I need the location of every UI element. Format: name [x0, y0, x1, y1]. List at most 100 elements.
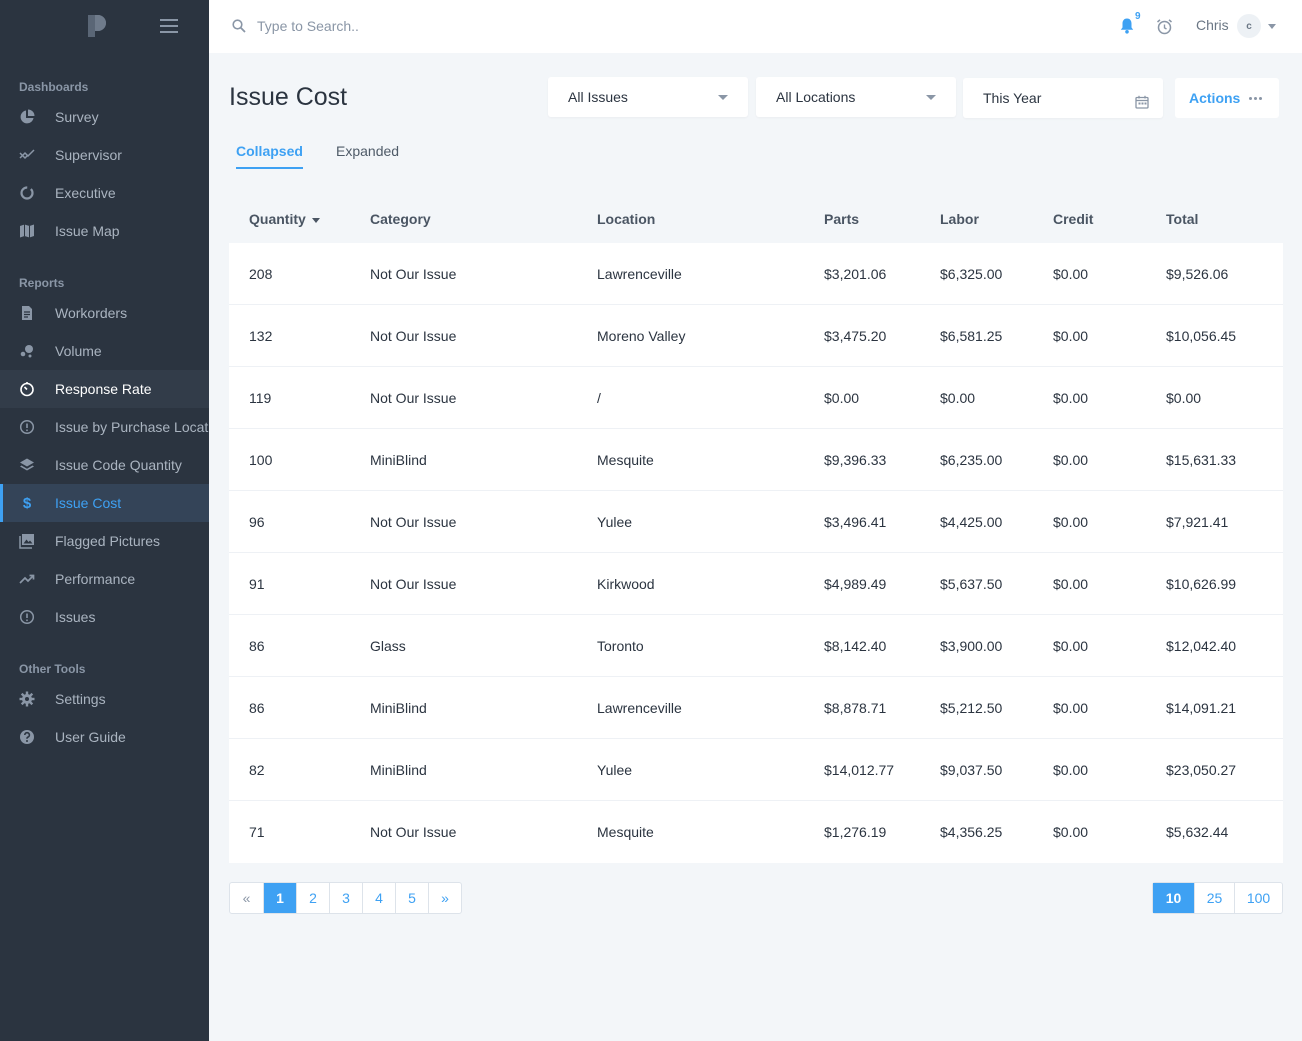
tab-expanded[interactable]: Expanded	[336, 143, 400, 159]
user-name[interactable]: Chris	[1196, 17, 1229, 33]
logo-icon[interactable]	[86, 13, 106, 39]
issues-filter-dropdown[interactable]: All Issues	[548, 77, 748, 117]
cell-credit: $0.00	[1053, 700, 1089, 716]
column-header-total[interactable]: Total	[1166, 211, 1199, 227]
cell-labor: $6,235.00	[940, 452, 1003, 468]
sidebar-item-flagged-pictures[interactable]: Flagged Pictures	[0, 522, 209, 560]
table-row[interactable]: 91 Not Our Issue Kirkwood $4,989.49 $5,637.5…	[229, 553, 1283, 615]
pagination-page-1[interactable]: 1	[263, 883, 296, 913]
document-icon	[19, 305, 35, 321]
table-row[interactable]: 119 Not Our Issue / $0.00 $0.00 $0.00 $0.00	[229, 367, 1283, 429]
gear-icon	[19, 691, 35, 707]
locations-filter-dropdown[interactable]: All Locations	[756, 77, 956, 117]
sidebar-item-issue-code-quantity[interactable]: Issue Code Quantity	[0, 446, 209, 484]
sidebar-item-label: Survey	[55, 109, 99, 125]
sidebar-item-issue-by-purchase-location[interactable]: Issue by Purchase Location	[0, 408, 209, 446]
table-row[interactable]: 82 MiniBlind Yulee $14,012.77 $9,037.50 $0.00…	[229, 739, 1283, 801]
table-row[interactable]: 86 MiniBlind Lawrenceville $8,878.71 $5,212.…	[229, 677, 1283, 739]
page-size-10[interactable]: 10	[1153, 883, 1194, 913]
column-header-location[interactable]: Location	[597, 211, 656, 227]
cell-category: Glass	[370, 638, 406, 654]
hamburger-menu-icon[interactable]	[160, 19, 178, 33]
locations-filter-value: All Locations	[776, 89, 856, 105]
cell-credit: $0.00	[1053, 514, 1089, 530]
cell-labor: $5,637.50	[940, 576, 1003, 592]
sidebar-section: Other Tools Settings User Guide	[0, 659, 209, 756]
cell-location: Mesquite	[597, 824, 654, 840]
tab-collapsed[interactable]: Collapsed	[236, 143, 303, 169]
pagination-page-3[interactable]: 3	[329, 883, 362, 913]
cell-total: $5,632.44	[1166, 824, 1229, 840]
notification-count-badge: 9	[1135, 11, 1141, 22]
sidebar-item-label: Issue Code Quantity	[55, 457, 182, 473]
column-header-category[interactable]: Category	[370, 211, 431, 227]
avatar[interactable]: c	[1237, 14, 1261, 38]
table-row[interactable]: 132 Not Our Issue Moreno Valley $3,475.20 $6…	[229, 305, 1283, 367]
table-row[interactable]: 208 Not Our Issue Lawrenceville $3,201.06 $6…	[229, 243, 1283, 305]
cell-location: Toronto	[597, 638, 644, 654]
cell-total: $0.00	[1166, 390, 1202, 406]
table-row[interactable]: 86 Glass Toronto $8,142.40 $3,900.00 $0.00 $12…	[229, 615, 1283, 677]
sidebar-item-label: Supervisor	[55, 147, 122, 163]
page-size-selector: 10 25 100	[1152, 882, 1283, 914]
date-range-picker[interactable]: This Year	[963, 78, 1163, 118]
sort-descending-icon	[311, 217, 320, 223]
actions-button[interactable]: Actions	[1175, 78, 1279, 118]
pagination-page-4[interactable]: 4	[362, 883, 395, 913]
cell-parts: $0.00	[824, 390, 860, 406]
column-header-parts[interactable]: Parts	[824, 211, 860, 227]
sidebar-item-executive[interactable]: Executive	[0, 174, 209, 212]
cell-total: $10,056.45	[1166, 328, 1237, 344]
sidebar-item-performance[interactable]: Performance	[0, 560, 209, 598]
sidebar-item-label: Issue by Purchase Location	[55, 419, 209, 435]
cell-category: Not Our Issue	[370, 328, 457, 344]
alarm-clock-icon[interactable]	[1156, 18, 1173, 35]
cell-location: /	[597, 390, 601, 406]
sidebar-item-settings[interactable]: Settings	[0, 680, 209, 718]
table-row[interactable]: 71 Not Our Issue Mesquite $1,276.19 $4,356.2…	[229, 801, 1283, 863]
cell-category: Not Our Issue	[370, 824, 457, 840]
issue-cost-table: 208 Not Our Issue Lawrenceville $3,201.06 $6…	[229, 243, 1283, 863]
sidebar-item-issue-cost[interactable]: $ Issue Cost	[0, 484, 209, 522]
column-header-labor[interactable]: Labor	[940, 211, 979, 227]
sidebar-item-label: Executive	[55, 185, 116, 201]
column-header-credit[interactable]: Credit	[1053, 211, 1094, 227]
cell-labor: $0.00	[940, 390, 976, 406]
cell-category: MiniBlind	[370, 762, 427, 778]
page-size-25[interactable]: 25	[1194, 883, 1234, 913]
pagination-prev-button[interactable]: «	[242, 890, 251, 906]
search-input[interactable]	[257, 14, 557, 38]
sidebar-item-supervisor[interactable]: Supervisor	[0, 136, 209, 174]
pictures-icon	[19, 533, 35, 549]
cell-total: $9,526.06	[1166, 266, 1229, 282]
sidebar-item-survey[interactable]: Survey	[0, 98, 209, 136]
bell-icon[interactable]	[1119, 17, 1135, 34]
cell-quantity: 100	[249, 452, 273, 468]
cell-quantity: 91	[249, 576, 265, 592]
sidebar-section: Reports Workorders Volume Response Rate Issu…	[0, 273, 209, 636]
sidebar-item-user-guide[interactable]: User Guide	[0, 718, 209, 756]
sidebar-item-issue-map[interactable]: Issue Map	[0, 212, 209, 250]
cell-quantity: 132	[249, 328, 273, 344]
layers-icon	[19, 457, 35, 473]
table-row[interactable]: 96 Not Our Issue Yulee $3,496.41 $4,425.00 $0…	[229, 491, 1283, 553]
sidebar-item-issues[interactable]: Issues	[0, 598, 209, 636]
cell-parts: $3,475.20	[824, 328, 887, 344]
cell-quantity: 119	[249, 390, 272, 406]
page-size-100[interactable]: 100	[1234, 883, 1282, 913]
sidebar-item-response-rate[interactable]: Response Rate	[0, 370, 209, 408]
column-header-quantity[interactable]: Quantity	[249, 211, 320, 227]
cell-labor: $6,325.00	[940, 266, 1003, 282]
sidebar-item-workorders[interactable]: Workorders	[0, 294, 209, 332]
cell-location: Lawrenceville	[597, 266, 682, 282]
table-row[interactable]: 100 MiniBlind Mesquite $9,396.33 $6,235.00 $0…	[229, 429, 1283, 491]
cell-labor: $5,212.50	[940, 700, 1003, 716]
sidebar-section-title: Dashboards	[19, 80, 89, 94]
user-menu-caret-icon[interactable]	[1268, 24, 1276, 29]
cell-credit: $0.00	[1053, 390, 1089, 406]
pagination-page-2[interactable]: 2	[296, 883, 329, 913]
sidebar-item-volume[interactable]: Volume	[0, 332, 209, 370]
pagination-page-5[interactable]: 5	[395, 883, 428, 913]
pagination-next-button[interactable]: »	[428, 883, 461, 913]
cell-location: Yulee	[597, 514, 633, 530]
